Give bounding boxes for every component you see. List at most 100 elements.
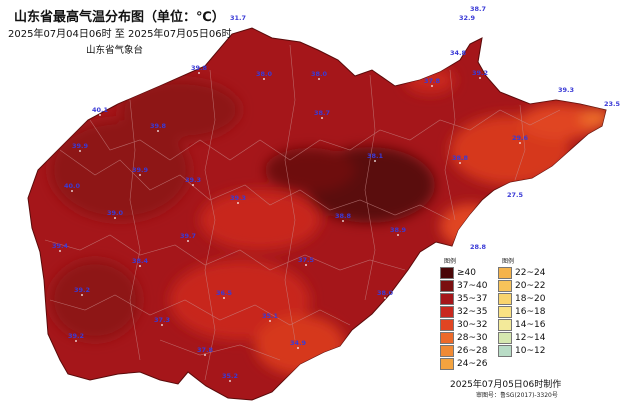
station-dot [204, 354, 206, 356]
legend-swatch [440, 266, 454, 279]
legend-item: 26~28 [440, 344, 494, 357]
legend-label: 30~32 [457, 319, 488, 330]
made-time: 2025年07月05日06时制作 [450, 380, 562, 390]
legend-item: 35~37 [440, 292, 494, 305]
station-dot [431, 85, 433, 87]
legend-item: 14~16 [498, 318, 552, 331]
station-temperature: 32.9 [459, 14, 476, 22]
station-dot [75, 340, 77, 342]
legend-right-column: 图例 22~24 20~22 18~20 16~18 14~16 12~14 10~12 [498, 258, 552, 357]
legend-swatch [440, 357, 454, 370]
station-temperature: 39.2 [68, 332, 84, 340]
map-approval-number: 审图号：鲁SG(2017)-3320号 [476, 392, 558, 399]
station-dot [223, 297, 225, 299]
legend-header-right: 图例 [502, 258, 515, 265]
station-dot [397, 234, 399, 236]
map-title: 山东省最高气温分布图（单位：℃） [14, 10, 225, 25]
legend-label: 37~40 [457, 280, 488, 291]
station-temperature: 38.0 [311, 70, 328, 78]
station-temperature: 37.3 [154, 316, 170, 324]
station-dot [71, 190, 73, 192]
station-temperature: 28.8 [470, 243, 487, 251]
station-temperature: 39.9 [72, 142, 89, 150]
station-dot [321, 117, 323, 119]
station-dot [139, 174, 141, 176]
station-temperature: 38.1 [367, 152, 384, 160]
station-temperature: 27.5 [507, 191, 524, 199]
legend-item: 37~40 [440, 279, 494, 292]
station-temperature: 40.0 [64, 182, 81, 190]
legend-item: 20~22 [498, 279, 552, 292]
station-temperature: 39.2 [472, 69, 488, 77]
station-temperature: 38.4 [132, 257, 149, 265]
station-dot [237, 22, 239, 24]
station-dot [157, 130, 159, 132]
station-values: 31.738.732.934.839.838.0 38.037.839.240.1… [52, 5, 621, 382]
legend-item: 18~20 [498, 292, 552, 305]
station-dot [457, 57, 459, 59]
legend-swatch [498, 331, 512, 344]
station-temperature: 38.8 [452, 154, 469, 162]
station-temperature: 39.8 [191, 64, 208, 72]
station-dot [477, 13, 479, 15]
station-temperature: 39.8 [150, 122, 167, 130]
station-dot [229, 380, 231, 382]
station-temperature: 38.0 [256, 70, 273, 78]
legend-item: 22~24 [498, 266, 552, 279]
legend-swatch [440, 292, 454, 305]
station-dot [477, 251, 479, 253]
station-dot [79, 150, 81, 152]
station-dot [187, 240, 189, 242]
station-dot [269, 320, 271, 322]
station-dot [114, 217, 116, 219]
legend-label: 12~14 [515, 332, 546, 343]
legend-swatch [440, 305, 454, 318]
station-temperature: 38.7 [470, 5, 486, 13]
legend-item: 10~12 [498, 344, 552, 357]
legend-label: ≥40 [457, 267, 476, 278]
legend-item: 28~30 [440, 331, 494, 344]
station-dot [192, 184, 194, 186]
legend-label: 26~28 [457, 345, 488, 356]
station-temperature: 35.1 [262, 312, 279, 320]
station-temperature: 34.8 [450, 49, 467, 57]
legend-label: 24~26 [457, 358, 488, 369]
legend: 图例 ≥40 37~40 35~37 32~35 30~32 28~30 26~28 24~2… [440, 258, 552, 376]
station-dot [161, 324, 163, 326]
legend-item: 12~14 [498, 331, 552, 344]
station-dot [59, 250, 61, 252]
legend-swatch [440, 331, 454, 344]
station-temperature: 38.0 [377, 289, 394, 297]
station-dot [99, 114, 101, 116]
station-temperature: 39.0 [107, 209, 124, 217]
legend-label: 32~35 [457, 306, 488, 317]
legend-label: 20~22 [515, 280, 546, 291]
legend-item: 32~35 [440, 305, 494, 318]
station-dot [519, 142, 521, 144]
agency-label: 山东省气象台 [86, 45, 144, 56]
station-dot [384, 297, 386, 299]
legend-swatch [498, 344, 512, 357]
station-temperature: 37.5 [298, 256, 315, 264]
station-temperature: 37.8 [424, 77, 441, 85]
station-dot [374, 160, 376, 162]
station-temperature: 34.9 [290, 339, 307, 347]
legend-label: 18~20 [515, 293, 546, 304]
legend-swatch [440, 318, 454, 331]
legend-swatch [498, 279, 512, 292]
station-temperature: 39.3 [185, 176, 201, 184]
station-temperature: 39.7 [180, 232, 196, 240]
legend-swatch [498, 318, 512, 331]
legend-swatch [440, 344, 454, 357]
station-dot [318, 78, 320, 80]
station-dot [479, 77, 481, 79]
station-dot [198, 72, 200, 74]
legend-item: 16~18 [498, 305, 552, 318]
legend-header-left: 图例 [444, 258, 457, 265]
station-temperature: 39.2 [74, 286, 90, 294]
station-temperature: 23.5 [604, 100, 621, 108]
station-temperature: 38.8 [335, 212, 352, 220]
station-temperature: 38.9 [390, 226, 407, 234]
station-temperature: 31.7 [230, 14, 246, 22]
